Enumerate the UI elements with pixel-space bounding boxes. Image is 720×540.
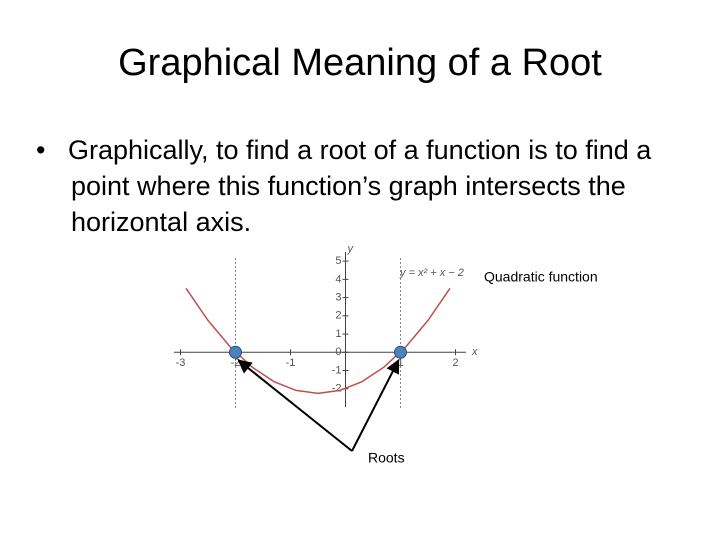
root-point (394, 345, 407, 359)
pointer-arrow (351, 359, 400, 452)
slide-title: Graphical Meaning of a Root (118, 42, 602, 84)
bullet-text: Graphically, to find a root of a functio… (67, 135, 652, 237)
function-label: y = x² + x − 2 (399, 267, 464, 279)
x-tick-label: -3 (176, 357, 186, 369)
y-tick-label: 5 (335, 255, 341, 267)
function-curve (185, 287, 451, 395)
x-tick-label: 2 (452, 357, 458, 369)
annotation: Roots (368, 450, 405, 466)
root-point (229, 345, 242, 359)
x-tick-label: 1 (397, 357, 403, 369)
x-axis-label: x (471, 346, 478, 358)
annotation: Quadratic function (484, 269, 598, 285)
y-tick-label: 0 (335, 346, 341, 358)
y-axis-label: y (347, 243, 355, 255)
bullet-dot: • (36, 135, 68, 165)
y-tick-label: 1 (335, 328, 341, 340)
bullet: • Graphically, to find a root of a funct… (36, 132, 711, 240)
y-tick-label: -2 (332, 383, 342, 395)
y-tick-label: 3 (335, 291, 341, 303)
pointer-arrow (237, 359, 353, 452)
y-tick-label: 2 (335, 310, 341, 322)
x-tick-label: -1 (286, 357, 296, 369)
x-tick-label: -2 (231, 357, 241, 369)
y-tick-label: 4 (335, 273, 341, 285)
y-tick-label: -1 (332, 364, 342, 376)
